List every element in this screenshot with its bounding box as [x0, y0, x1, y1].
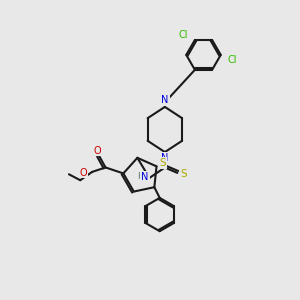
- Text: N: N: [161, 95, 169, 105]
- Text: S: S: [181, 169, 187, 179]
- Text: O: O: [79, 167, 87, 178]
- Text: N: N: [141, 172, 149, 182]
- Text: S: S: [160, 158, 166, 168]
- Text: Cl: Cl: [227, 55, 237, 65]
- Text: N: N: [161, 153, 169, 163]
- Text: H: H: [137, 172, 143, 181]
- Text: O: O: [94, 146, 102, 155]
- Text: Cl: Cl: [179, 30, 188, 40]
